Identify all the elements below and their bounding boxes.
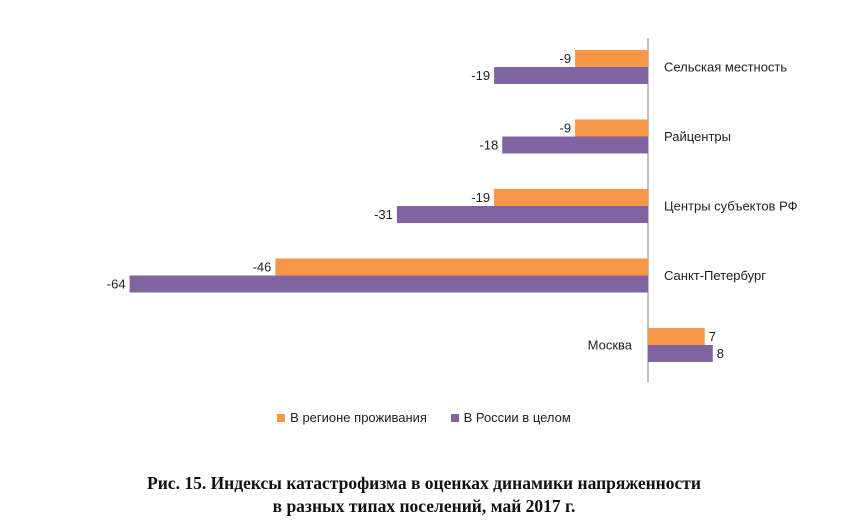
category-label-0: Сельская местность [664,60,787,75]
category-label-1: Райцентры [664,129,731,144]
category-label-4: Москва [588,338,633,353]
legend: В регионе проживания В России в целом [0,410,848,425]
legend-swatch-russia [450,414,459,422]
bar-russia-1 [502,136,648,154]
figure-caption: Рис. 15. Индексы катастрофизма в оценках… [0,472,848,518]
legend-item-region: В регионе проживания [277,410,427,425]
data-label-russia-1: -18 [479,138,498,153]
bar-region-1 [575,119,648,137]
bar-region-2 [494,189,648,206]
bar-russia-4 [648,345,713,362]
data-label-region-4: 7 [709,329,716,344]
data-label-region-2: -19 [471,190,490,205]
bar-region-4 [648,328,705,345]
data-label-region-0: -9 [560,51,572,66]
category-label-3: Санкт-Петербург [664,268,766,283]
bar-region-0 [575,50,648,67]
bar-region-3 [275,258,648,276]
caption-line-1: Рис. 15. Индексы катастрофизма в оценках… [147,473,701,493]
bar-russia-0 [494,67,648,84]
data-label-russia-2: -31 [374,207,393,222]
bar-chart: -9 -19 Сельская местность -9 -18 Райцентры -19… [107,38,798,382]
legend-label-region: В регионе проживания [290,410,427,425]
data-label-region-3: -46 [253,260,272,275]
caption-line-2: в разных типах поселений, май 2017 г. [272,496,576,516]
legend-label-russia: В России в целом [463,410,571,425]
data-label-russia-3: -64 [107,277,126,292]
data-label-region-1: -9 [560,121,572,136]
bar-russia-3 [129,275,649,293]
legend-item-russia: В России в целом [450,410,571,425]
bar-russia-2 [396,206,648,223]
category-label-2: Центры субъектов РФ [664,199,798,214]
legend-swatch-region [277,414,286,422]
data-label-russia-4: 8 [717,346,724,361]
data-label-russia-0: -19 [471,68,490,83]
